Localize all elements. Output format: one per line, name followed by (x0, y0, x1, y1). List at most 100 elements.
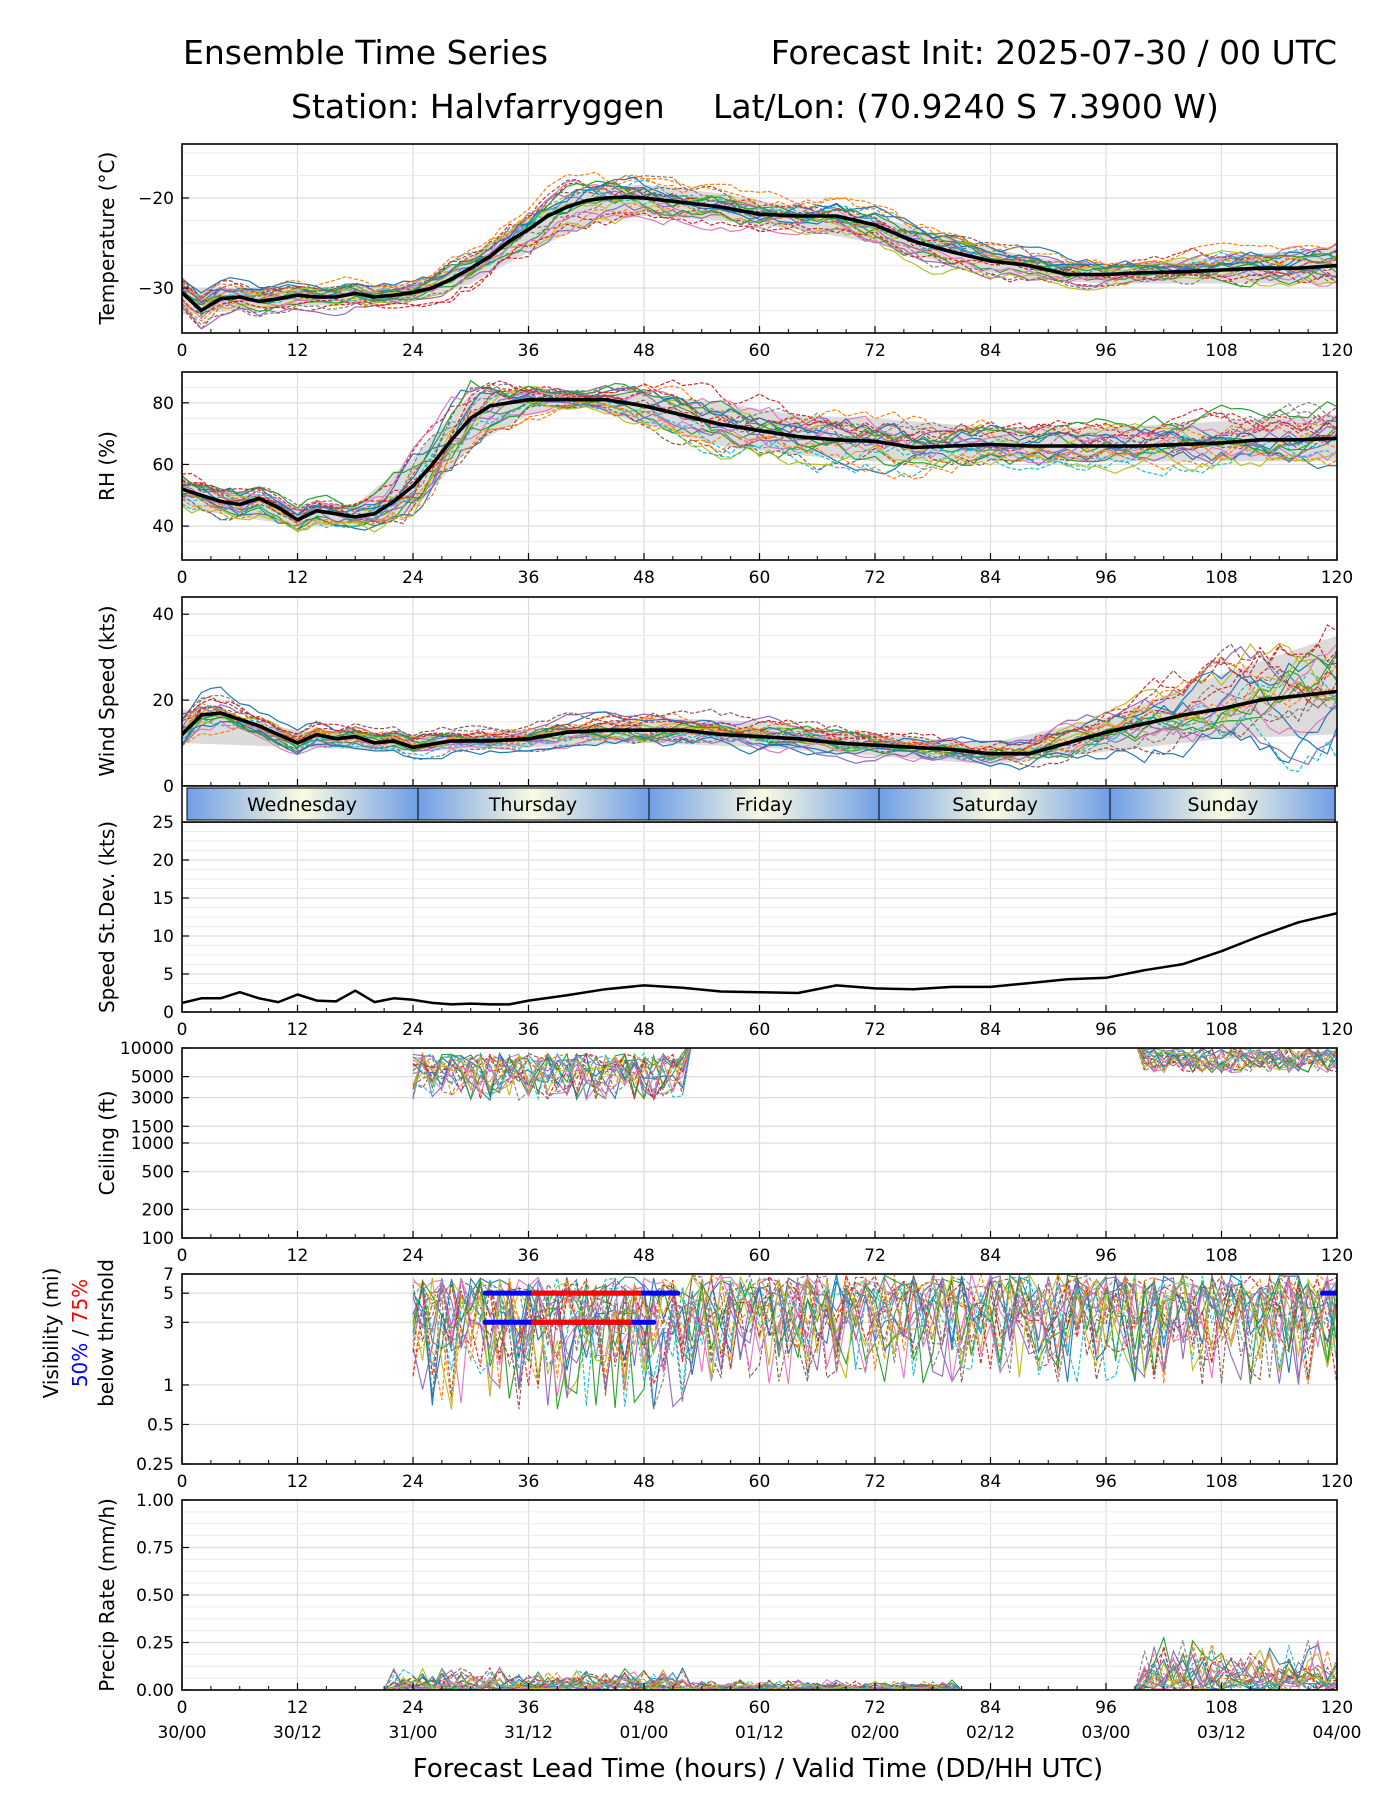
wind-speed-panel: 0 20 40 Wind Speed (kts) (95, 596, 1338, 797)
x-tick-label: 24 (402, 341, 424, 361)
y-tick-label: 0.25 (136, 1634, 174, 1654)
y-tick-label: 0.5 (147, 1415, 174, 1435)
y-tick-label: 0.25 (136, 1455, 174, 1475)
ensemble-member-line (412, 1048, 1337, 1101)
ensemble-member-line (182, 715, 1337, 773)
ceiling-ylabel: Ceiling (ft) (95, 1091, 119, 1196)
ensemble-member-line (412, 1048, 1337, 1101)
valid-time-label: 31/12 (504, 1723, 553, 1743)
station-label: Station: Halvfarryggen (291, 87, 665, 126)
ensemble-member-line (182, 399, 1337, 532)
x-tick-label: 36 (518, 1698, 540, 1718)
x-tick-label: 36 (518, 1472, 540, 1492)
x-tick-label: 96 (1095, 568, 1117, 588)
ensemble-member-line (182, 207, 1337, 330)
x-tick-label: 36 (518, 1020, 540, 1040)
x-tick-label: 36 (518, 341, 540, 361)
y-tick-label: 3000 (131, 1089, 174, 1109)
x-tick-label: 12 (287, 1698, 309, 1718)
x-tick-label: 96 (1095, 1020, 1117, 1040)
ensemble-member-line (182, 180, 1337, 313)
x-tick-label: 0 (177, 1698, 188, 1718)
x-tick-label: 108 (1205, 1020, 1237, 1040)
ensemble-member-line (412, 1274, 1337, 1410)
y-tick-label: 15 (152, 889, 174, 909)
temperature-ylabel: Temperature (°C) (95, 152, 119, 326)
x-tick-label: 12 (287, 1020, 309, 1040)
speed-stdev-ylabel: Speed St.Dev. (kts) (95, 821, 119, 1013)
day-label-thursday: Thursday (488, 794, 577, 816)
ensemble-member-line (182, 176, 1337, 294)
x-tick-label: 108 (1205, 341, 1237, 361)
ensemble-member-line (412, 1048, 1337, 1098)
ensemble-member-line (182, 693, 1337, 764)
visibility-plot-area (412, 1274, 1337, 1410)
y-tick-label: 3 (163, 1313, 174, 1333)
x-tick-label: 24 (402, 568, 424, 588)
day-cell-wednesday (186, 787, 419, 821)
ensemble-member-line (182, 379, 1337, 509)
visibility-ylabel-sep: / (68, 1323, 92, 1342)
x-tick-label: 120 (1321, 1246, 1353, 1266)
visibility-ylabel-line1: Visibility (mi) (39, 1268, 63, 1399)
ensemble-member-line (182, 404, 1337, 525)
ensemble-member-line (182, 386, 1337, 513)
x-axis-label: Forecast Lead Time (hours) / Valid Time … (413, 1754, 1103, 1784)
panels: −30−200 12 24 36 48 60 72 84 96 108 120Temperature… (95, 143, 1362, 1743)
x-tick-label: 60 (749, 1698, 771, 1718)
temperature-grid (181, 144, 1338, 334)
x-tick-label: 96 (1095, 1698, 1117, 1718)
x-tick-label: 60 (749, 568, 771, 588)
ensemble-member-line (182, 670, 1337, 757)
ensemble-member-line (412, 1275, 1337, 1380)
x-tick-label: 60 (749, 1020, 771, 1040)
x-tick-label: 84 (980, 1020, 1002, 1040)
speed-stdev-plot-area (182, 911, 1337, 1006)
x-tick-label: 36 (518, 1246, 540, 1266)
visibility-ylabel-line3: below thrshold (94, 1259, 118, 1407)
y-tick-label: 7 (163, 1265, 174, 1285)
ensemble-member-line (412, 1275, 1337, 1397)
ensemble-member-line (182, 704, 1337, 771)
svg-text:50% / 75%: 50% / 75% (68, 1279, 92, 1387)
y-tick-label: 20 (152, 851, 174, 871)
title-right: Forecast Init: 2025-07-30 / 00 UTC (771, 33, 1337, 72)
ensemble-member-line (412, 1048, 1337, 1096)
wind-speed-plot-area (182, 624, 1337, 773)
x-tick-label: 120 (1321, 1472, 1353, 1492)
rh-panel: 40 60 80 0 12 24 36 48 60 72 84 96 108 120 RH (%) (95, 371, 1353, 588)
x-tick-label: 12 (287, 1472, 309, 1492)
ensemble-member-line (182, 399, 1337, 526)
x-tick-label: 0 (177, 1472, 188, 1492)
x-tick-label: 108 (1205, 1246, 1237, 1266)
y-tick-label: 20 (152, 691, 174, 711)
x-tick-label: 36 (518, 568, 540, 588)
ensemble-member-line (182, 694, 1337, 761)
valid-time-label: 30/00 (158, 1723, 207, 1743)
ensemble-member-line (182, 642, 1337, 755)
temperature-mean-line (182, 195, 1337, 313)
ensemble-member-line (412, 1048, 1337, 1101)
ensemble-member-line (182, 645, 1337, 746)
y-tick-label: 10000 (120, 1039, 174, 1059)
y-tick-label: −20 (138, 189, 174, 209)
x-tick-label: 72 (864, 341, 886, 361)
valid-time-label: 03/00 (1082, 1723, 1131, 1743)
x-tick-label: 0 (177, 1020, 188, 1040)
visibility-panel: 0.25 0.5 1 3 57 0 12 24 36 48 60 72 84 96 108 120 (136, 1265, 1353, 1492)
y-tick-label: 200 (142, 1200, 174, 1220)
valid-time-label: 03/12 (1197, 1723, 1246, 1743)
ensemble-member-line (182, 655, 1337, 753)
ensemble-member-line (182, 1646, 1337, 1690)
y-tick-label: 5 (163, 965, 174, 985)
x-tick-label: 0 (177, 1246, 188, 1266)
day-cell-thursday (417, 787, 650, 821)
ensemble-member-line (182, 398, 1337, 531)
day-label-sunday: Sunday (1187, 794, 1258, 816)
speed-stdev-grid (181, 821, 1338, 1013)
rh-ensemble-members (182, 379, 1337, 533)
x-tick-label: 0 (177, 568, 188, 588)
ensemble-member-line (182, 385, 1337, 516)
y-tick-label: 0.75 (136, 1539, 174, 1559)
